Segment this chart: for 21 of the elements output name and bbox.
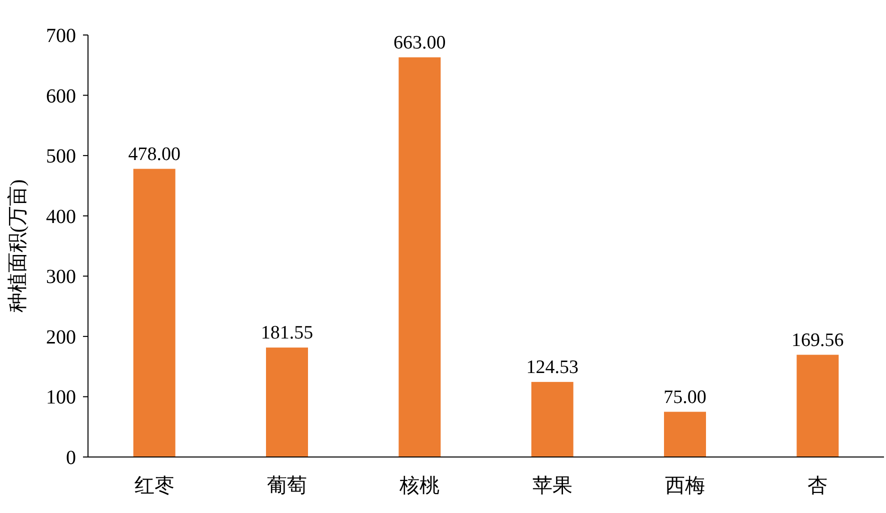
x-tick-label: 西梅 [665, 475, 705, 497]
y-tick-label: 500 [46, 146, 76, 168]
data-label: 478.00 [128, 144, 180, 165]
x-tick-label: 核桃 [398, 475, 440, 497]
y-tick-label: 100 [46, 386, 76, 409]
x-tick-label: 葡萄 [267, 475, 307, 497]
y-tick-label: 600 [46, 85, 76, 108]
data-label: 663.00 [394, 32, 446, 54]
y-tick-label: 400 [46, 206, 76, 228]
x-tick-label: 杏 [808, 475, 828, 497]
y-tick-label: 700 [46, 25, 76, 47]
y-axis-title: 种植面积(万亩) [7, 179, 29, 313]
y-tick-label: 0 [66, 447, 76, 469]
data-label: 75.00 [664, 386, 706, 408]
x-tick-label: 红枣 [134, 475, 174, 497]
x-tick-label: 苹果 [532, 475, 572, 497]
data-label: 181.55 [260, 322, 314, 344]
y-tick-label: 300 [46, 266, 76, 288]
data-label: 169.56 [792, 330, 844, 351]
y-tick-label: 200 [46, 326, 76, 348]
data-label: 124.53 [526, 356, 578, 378]
